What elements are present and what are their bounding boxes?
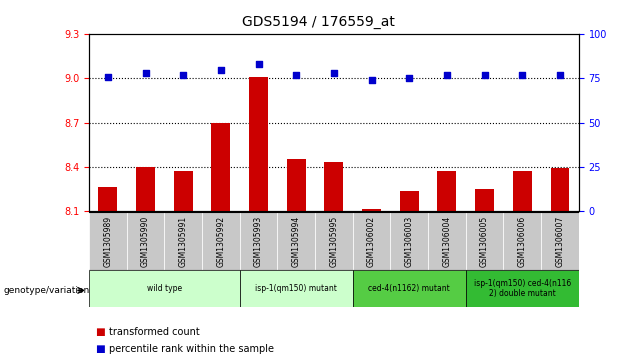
Point xyxy=(103,74,113,79)
Text: transformed count: transformed count xyxy=(109,327,200,337)
Text: ced-4(n1162) mutant: ced-4(n1162) mutant xyxy=(368,284,450,293)
Bar xyxy=(89,212,127,270)
Bar xyxy=(202,212,240,270)
Text: GSM1306006: GSM1306006 xyxy=(518,215,527,267)
Bar xyxy=(287,159,306,211)
Bar xyxy=(353,212,391,270)
Bar xyxy=(475,188,494,211)
Bar xyxy=(240,270,353,307)
Text: genotype/variation: genotype/variation xyxy=(3,286,90,295)
Text: GSM1306004: GSM1306004 xyxy=(443,215,452,267)
Bar xyxy=(99,187,117,211)
Point xyxy=(329,70,339,76)
Text: GSM1305991: GSM1305991 xyxy=(179,216,188,266)
Bar xyxy=(466,212,504,270)
Bar xyxy=(249,77,268,211)
Bar xyxy=(164,212,202,270)
Bar xyxy=(353,270,466,307)
Bar xyxy=(551,168,569,211)
Text: ■: ■ xyxy=(95,327,105,337)
Text: GSM1305994: GSM1305994 xyxy=(292,215,301,267)
Bar xyxy=(391,212,428,270)
Point xyxy=(254,61,264,67)
Bar xyxy=(277,212,315,270)
Bar xyxy=(240,212,277,270)
Text: isp-1(qm150) mutant: isp-1(qm150) mutant xyxy=(255,284,337,293)
Bar xyxy=(438,171,457,211)
Point xyxy=(404,76,414,81)
Bar xyxy=(136,167,155,211)
Text: GDS5194 / 176559_at: GDS5194 / 176559_at xyxy=(242,15,394,29)
Text: GSM1305989: GSM1305989 xyxy=(104,216,113,266)
Text: wild type: wild type xyxy=(147,284,182,293)
Bar xyxy=(362,209,381,211)
Bar xyxy=(315,212,353,270)
Point xyxy=(442,72,452,78)
Text: ■: ■ xyxy=(95,344,105,354)
Text: GSM1306005: GSM1306005 xyxy=(480,215,489,267)
Point xyxy=(555,72,565,78)
Bar xyxy=(89,270,240,307)
Point xyxy=(480,72,490,78)
Bar xyxy=(428,212,466,270)
Text: GSM1305995: GSM1305995 xyxy=(329,215,338,267)
Bar xyxy=(541,212,579,270)
Text: GSM1306007: GSM1306007 xyxy=(555,215,564,267)
Text: percentile rank within the sample: percentile rank within the sample xyxy=(109,344,274,354)
Bar xyxy=(324,162,343,211)
Bar xyxy=(466,270,579,307)
Text: isp-1(qm150) ced-4(n116
2) double mutant: isp-1(qm150) ced-4(n116 2) double mutant xyxy=(474,279,571,298)
Point xyxy=(178,72,188,78)
Bar xyxy=(211,123,230,211)
Text: GSM1306003: GSM1306003 xyxy=(404,215,414,267)
Bar xyxy=(400,191,418,211)
Text: GSM1306002: GSM1306002 xyxy=(367,216,376,266)
Point xyxy=(141,70,151,76)
Text: GSM1305990: GSM1305990 xyxy=(141,215,150,267)
Bar xyxy=(504,212,541,270)
Text: GSM1305993: GSM1305993 xyxy=(254,215,263,267)
Point xyxy=(291,72,301,78)
Bar xyxy=(513,171,532,211)
Bar xyxy=(127,212,164,270)
Text: GSM1305992: GSM1305992 xyxy=(216,216,225,266)
Point xyxy=(216,67,226,73)
Point xyxy=(366,77,377,83)
Point xyxy=(517,72,527,78)
Bar xyxy=(174,171,193,211)
